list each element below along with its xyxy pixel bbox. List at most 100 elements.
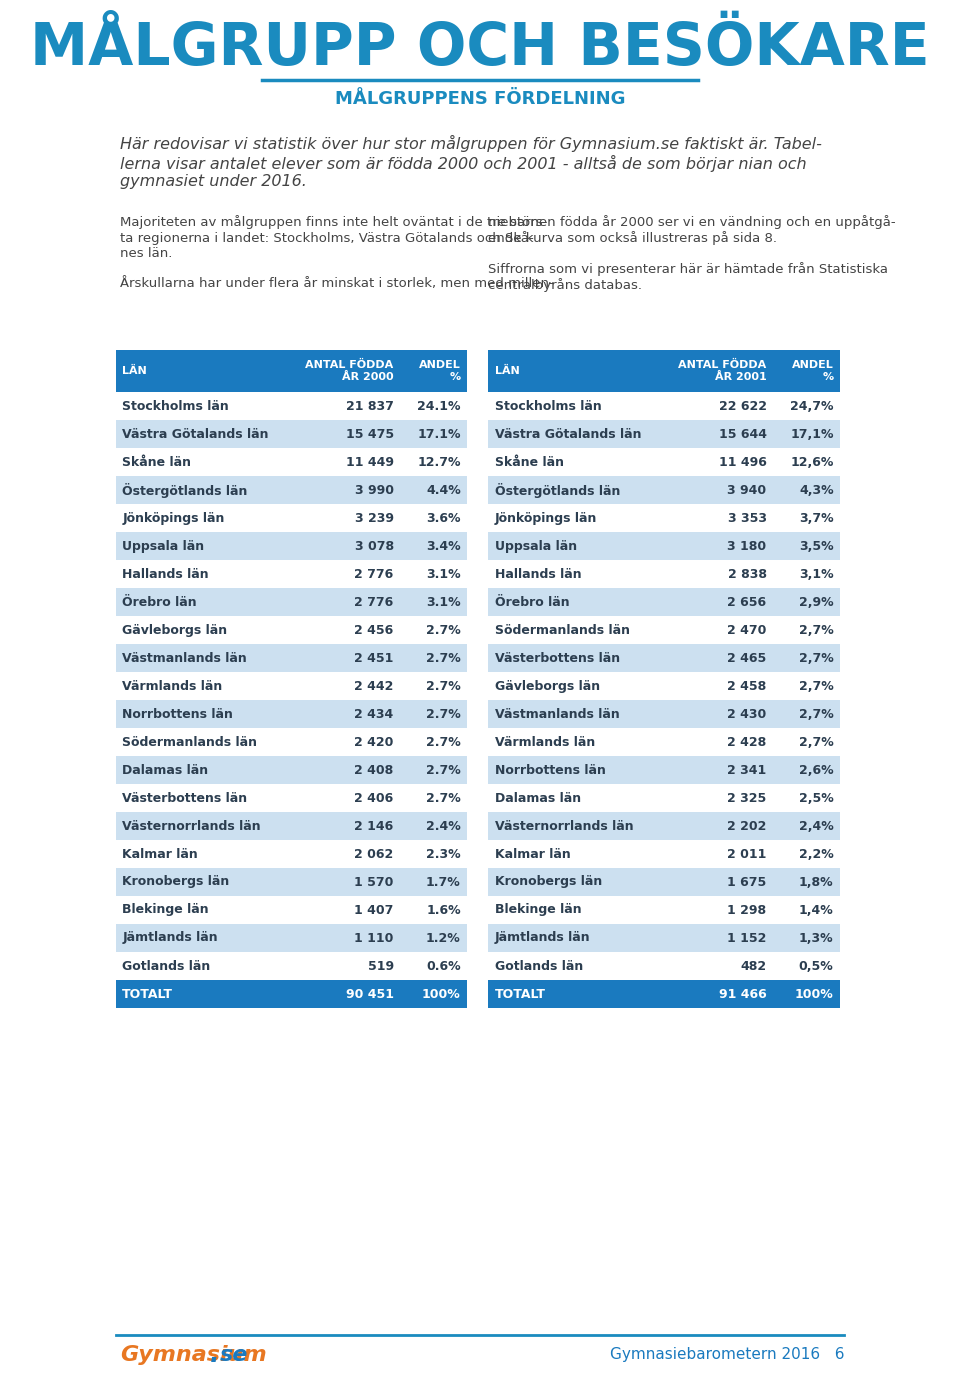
FancyBboxPatch shape <box>115 701 468 728</box>
FancyBboxPatch shape <box>115 896 468 925</box>
Text: 17,1%: 17,1% <box>790 427 833 441</box>
Text: Gymnasium: Gymnasium <box>120 1345 266 1365</box>
FancyBboxPatch shape <box>489 350 840 392</box>
Text: 2,7%: 2,7% <box>799 623 833 637</box>
Text: 2,7%: 2,7% <box>799 651 833 665</box>
FancyBboxPatch shape <box>489 784 840 813</box>
Text: 2.7%: 2.7% <box>426 623 461 637</box>
Text: Gävleborgs län: Gävleborgs län <box>122 623 228 637</box>
Text: Södermanlands län: Södermanlands län <box>122 735 257 749</box>
Text: Stockholms län: Stockholms län <box>122 399 229 412</box>
Text: 24,7%: 24,7% <box>790 399 833 412</box>
Text: 3.4%: 3.4% <box>426 539 461 553</box>
FancyBboxPatch shape <box>115 868 468 896</box>
FancyBboxPatch shape <box>489 868 840 896</box>
Text: 2 325: 2 325 <box>728 792 766 804</box>
Text: Västerbottens län: Västerbottens län <box>122 792 248 804</box>
Text: LÄN: LÄN <box>495 366 519 376</box>
FancyBboxPatch shape <box>489 560 840 587</box>
Text: 100%: 100% <box>422 988 461 1001</box>
Text: Västra Götalands län: Västra Götalands län <box>495 427 641 441</box>
Text: 3 940: 3 940 <box>728 484 766 496</box>
FancyBboxPatch shape <box>115 952 468 980</box>
Text: 2 430: 2 430 <box>728 708 766 720</box>
FancyBboxPatch shape <box>489 532 840 560</box>
Text: 3.1%: 3.1% <box>426 568 461 580</box>
FancyBboxPatch shape <box>115 644 468 672</box>
Text: ANTAL FÖDDA
ÅR 2001: ANTAL FÖDDA ÅR 2001 <box>679 361 766 381</box>
Text: 2 341: 2 341 <box>728 763 766 777</box>
Text: 1,3%: 1,3% <box>799 931 833 944</box>
Text: Västmanlands län: Västmanlands län <box>122 651 247 665</box>
Text: 2,7%: 2,7% <box>799 708 833 720</box>
Text: 2 451: 2 451 <box>354 651 394 665</box>
Text: 24.1%: 24.1% <box>418 399 461 412</box>
Text: Kronobergs län: Kronobergs län <box>122 876 229 889</box>
Text: Värmlands län: Värmlands län <box>122 680 223 692</box>
Text: niebarnen födda år 2000 ser vi en vändning och en uppåtgå-
ende kurva som också : niebarnen födda år 2000 ser vi en vändni… <box>489 216 896 293</box>
Text: LÄN: LÄN <box>122 366 147 376</box>
Text: 2 442: 2 442 <box>354 680 394 692</box>
Text: 4,3%: 4,3% <box>799 484 833 496</box>
Text: Jämtlands län: Jämtlands län <box>495 931 590 944</box>
Text: 2 408: 2 408 <box>354 763 394 777</box>
Text: Västerbottens län: Västerbottens län <box>495 651 620 665</box>
FancyBboxPatch shape <box>115 448 468 475</box>
Text: 2 465: 2 465 <box>728 651 766 665</box>
Text: Kalmar län: Kalmar län <box>495 847 571 861</box>
Text: 2 420: 2 420 <box>354 735 394 749</box>
Text: Skåne län: Skåne län <box>122 456 191 468</box>
FancyBboxPatch shape <box>489 475 840 504</box>
Text: 1 152: 1 152 <box>727 931 766 944</box>
Text: 91 466: 91 466 <box>719 988 766 1001</box>
Text: Jämtlands län: Jämtlands län <box>122 931 218 944</box>
Text: Blekinge län: Blekinge län <box>122 904 209 916</box>
Text: 2 458: 2 458 <box>728 680 766 692</box>
Text: 2 470: 2 470 <box>727 623 766 637</box>
Text: 90 451: 90 451 <box>346 988 394 1001</box>
Text: Gotlands län: Gotlands län <box>495 959 584 973</box>
Text: 2 406: 2 406 <box>354 792 394 804</box>
Text: 1.7%: 1.7% <box>426 876 461 889</box>
Text: 1 298: 1 298 <box>728 904 766 916</box>
Text: 3 180: 3 180 <box>728 539 766 553</box>
FancyBboxPatch shape <box>489 448 840 475</box>
Text: 2 062: 2 062 <box>354 847 394 861</box>
Text: 3 353: 3 353 <box>728 511 766 525</box>
Text: Här redovisar vi statistik över hur stor målgruppen för Gymnasium.se faktiskt är: Här redovisar vi statistik över hur stor… <box>120 135 822 189</box>
Text: 3,7%: 3,7% <box>799 511 833 525</box>
Text: 1.2%: 1.2% <box>426 931 461 944</box>
FancyBboxPatch shape <box>115 980 468 1007</box>
Text: 2.3%: 2.3% <box>426 847 461 861</box>
Text: 2.7%: 2.7% <box>426 708 461 720</box>
FancyBboxPatch shape <box>489 644 840 672</box>
FancyBboxPatch shape <box>115 728 468 756</box>
FancyBboxPatch shape <box>489 896 840 925</box>
Text: Uppsala län: Uppsala län <box>122 539 204 553</box>
Text: 3 239: 3 239 <box>354 511 394 525</box>
Text: Södermanlands län: Södermanlands län <box>495 623 630 637</box>
FancyBboxPatch shape <box>115 756 468 784</box>
FancyBboxPatch shape <box>489 701 840 728</box>
Text: 2 456: 2 456 <box>354 623 394 637</box>
Text: Örebro län: Örebro län <box>495 596 569 608</box>
FancyBboxPatch shape <box>115 392 468 420</box>
Text: Östergötlands län: Östergötlands län <box>122 482 248 498</box>
Text: ANDEL
%: ANDEL % <box>419 361 461 381</box>
Text: 15 475: 15 475 <box>346 427 394 441</box>
FancyBboxPatch shape <box>489 925 840 952</box>
Text: 2.7%: 2.7% <box>426 735 461 749</box>
FancyBboxPatch shape <box>115 475 468 504</box>
Text: Blekinge län: Blekinge län <box>495 904 582 916</box>
Text: Västra Götalands län: Västra Götalands län <box>122 427 269 441</box>
Text: Dalamas län: Dalamas län <box>122 763 208 777</box>
Text: 21 837: 21 837 <box>346 399 394 412</box>
Text: Västernorrlands län: Västernorrlands län <box>122 820 261 832</box>
Text: TOTALT: TOTALT <box>495 988 546 1001</box>
Text: 3,1%: 3,1% <box>799 568 833 580</box>
Text: 3.1%: 3.1% <box>426 596 461 608</box>
Text: 2,2%: 2,2% <box>799 847 833 861</box>
Text: 0,5%: 0,5% <box>799 959 833 973</box>
FancyBboxPatch shape <box>115 925 468 952</box>
Text: 2,9%: 2,9% <box>799 596 833 608</box>
